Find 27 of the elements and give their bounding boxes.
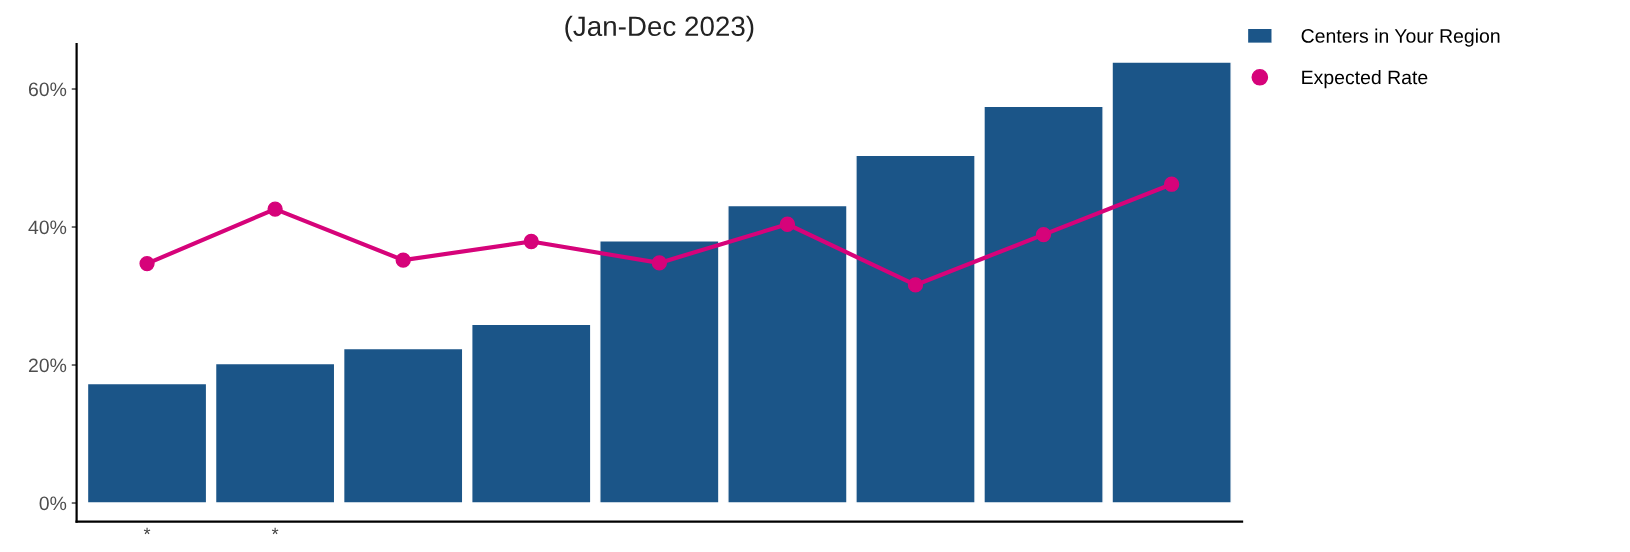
bar — [855, 154, 976, 504]
y-tick-label: 0% — [39, 496, 67, 511]
point — [523, 233, 539, 250]
point — [395, 252, 411, 268]
x-tick-label: * — [143, 527, 151, 535]
bar — [599, 240, 720, 504]
bar — [86, 382, 208, 504]
y-tick-label: 20% — [28, 358, 67, 373]
bar — [214, 362, 336, 504]
bar — [1111, 61, 1232, 504]
y-tick-label: 60% — [28, 82, 67, 97]
point — [907, 277, 924, 293]
bar — [983, 105, 1104, 504]
point — [779, 216, 796, 232]
bar — [727, 204, 848, 504]
point — [1035, 226, 1052, 243]
legend-label: Centers in Your Region — [1301, 28, 1500, 47]
legend-label: Expected Rate — [1302, 70, 1428, 89]
chart-title: (Jan-Dec 2023) — [565, 15, 754, 42]
point — [651, 255, 667, 271]
point — [1163, 176, 1180, 192]
point — [267, 201, 283, 217]
bar — [471, 323, 592, 504]
bar — [342, 347, 464, 504]
x-tick-label: * — [271, 527, 279, 535]
point — [139, 255, 155, 272]
y-tick-label: 40% — [28, 220, 67, 235]
